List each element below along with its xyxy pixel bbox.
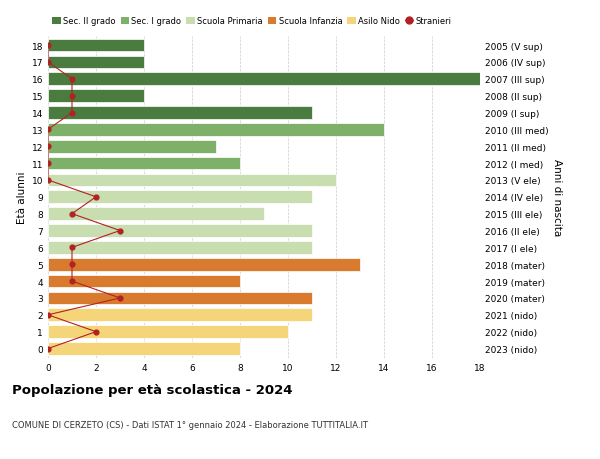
Point xyxy=(67,261,77,269)
Bar xyxy=(48,73,480,86)
Bar xyxy=(48,325,288,338)
Bar xyxy=(48,258,360,271)
Point xyxy=(43,42,53,50)
Point xyxy=(43,160,53,168)
Bar xyxy=(48,292,312,305)
Point xyxy=(67,93,77,100)
Point xyxy=(91,328,101,336)
Text: Popolazione per età scolastica - 2024: Popolazione per età scolastica - 2024 xyxy=(12,383,293,396)
Bar xyxy=(48,208,264,220)
Point xyxy=(43,143,53,151)
Text: COMUNE DI CERZETO (CS) - Dati ISTAT 1° gennaio 2024 - Elaborazione TUTTITALIA.IT: COMUNE DI CERZETO (CS) - Dati ISTAT 1° g… xyxy=(12,420,368,429)
Y-axis label: Anni di nascita: Anni di nascita xyxy=(553,159,562,236)
Point xyxy=(115,227,125,235)
Bar xyxy=(48,309,312,321)
Bar xyxy=(48,342,240,355)
Bar xyxy=(48,275,240,288)
Point xyxy=(43,126,53,134)
Point xyxy=(43,312,53,319)
Point xyxy=(43,59,53,67)
Bar xyxy=(48,107,312,119)
Point xyxy=(115,295,125,302)
Bar xyxy=(48,90,144,103)
Bar xyxy=(48,225,312,237)
Bar xyxy=(48,39,144,52)
Point xyxy=(91,194,101,201)
Point xyxy=(67,244,77,252)
Point xyxy=(43,177,53,184)
Bar xyxy=(48,140,216,153)
Point xyxy=(67,110,77,117)
Point xyxy=(43,345,53,353)
Point xyxy=(67,278,77,285)
Bar xyxy=(48,56,144,69)
Bar xyxy=(48,124,384,136)
Bar xyxy=(48,241,312,254)
Point xyxy=(67,211,77,218)
Bar xyxy=(48,174,336,187)
Bar xyxy=(48,191,312,204)
Y-axis label: Età alunni: Età alunni xyxy=(17,171,28,224)
Point xyxy=(67,76,77,83)
Legend: Sec. II grado, Sec. I grado, Scuola Primaria, Scuola Infanzia, Asilo Nido, Stran: Sec. II grado, Sec. I grado, Scuola Prim… xyxy=(52,17,452,26)
Bar xyxy=(48,157,240,170)
